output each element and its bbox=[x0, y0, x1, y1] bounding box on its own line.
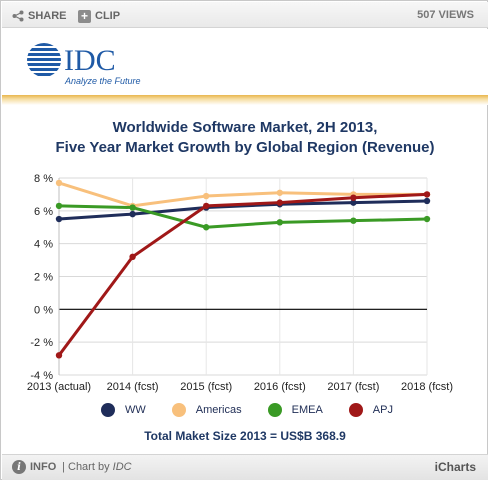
legend-label: APJ bbox=[372, 404, 393, 416]
legend-marker bbox=[101, 403, 115, 417]
legend-item-americas[interactable]: Americas bbox=[171, 403, 242, 417]
series-line-americas[interactable] bbox=[57, 181, 429, 208]
series-line-ww[interactable] bbox=[57, 199, 429, 221]
chart-subtitle: Five Year Market Growth by Global Region… bbox=[55, 139, 435, 156]
logo-wordmark: IDC bbox=[64, 44, 116, 77]
clip-button[interactable]: + CLIP bbox=[78, 8, 120, 24]
x-tick-label: 2014 (fcst) bbox=[107, 381, 159, 393]
y-tick-label: -2 % bbox=[30, 337, 53, 349]
info-icon: i bbox=[12, 460, 26, 474]
data-point-emea[interactable] bbox=[129, 204, 136, 211]
header-divider bbox=[2, 95, 488, 105]
data-point-emea[interactable] bbox=[55, 202, 63, 210]
x-tick-label: 2015 (fcst) bbox=[180, 381, 232, 393]
info-button[interactable]: i INFO bbox=[12, 460, 56, 474]
data-point-americas[interactable] bbox=[55, 179, 63, 187]
y-tick-label: 2 % bbox=[34, 272, 53, 284]
axis-layer bbox=[58, 178, 427, 375]
label-layer: -4 % -2 % 0 % 2 % 4 % 6 % 8 % 2013 (actual) 2014… bbox=[27, 173, 453, 393]
data-point-apj[interactable] bbox=[55, 352, 63, 359]
logo-tagline: Analyze the Future bbox=[64, 76, 141, 86]
share-icon bbox=[12, 10, 24, 22]
legend-item-emea[interactable]: EMEA bbox=[267, 403, 323, 417]
series-layer bbox=[55, 179, 431, 359]
data-point-ww[interactable] bbox=[350, 199, 357, 206]
data-point-ww[interactable] bbox=[55, 215, 63, 223]
series-line-emea[interactable] bbox=[57, 204, 429, 229]
legend-marker bbox=[171, 403, 186, 417]
legend-marker bbox=[348, 403, 363, 417]
share-label: SHARE bbox=[28, 10, 67, 22]
share-button[interactable]: SHARE bbox=[12, 8, 67, 24]
clip-label: CLIP bbox=[95, 10, 121, 22]
legend-item-apj[interactable]: APJ bbox=[348, 403, 393, 417]
y-tick-label: 8 % bbox=[34, 173, 53, 185]
line-chart: -4 % -2 % 0 % 2 % 4 % 6 % 8 % 2013 (actual) 2014… bbox=[27, 173, 453, 393]
chart-by: Chart by IDC bbox=[68, 461, 132, 473]
data-point-apj[interactable] bbox=[129, 253, 136, 260]
legend: WW Americas EMEA APJ bbox=[101, 403, 419, 417]
data-point-emea[interactable] bbox=[350, 217, 357, 224]
data-point-apj[interactable] bbox=[350, 194, 357, 201]
footer: i INFO | Chart by IDC iCharts bbox=[2, 454, 488, 480]
data-point-apj[interactable] bbox=[276, 199, 283, 206]
legend-label: Americas bbox=[195, 404, 242, 416]
plus-icon: + bbox=[78, 9, 91, 23]
y-tick-label: -4 % bbox=[30, 370, 53, 382]
legend-marker bbox=[267, 403, 282, 417]
data-point-emea[interactable] bbox=[203, 224, 210, 231]
idc-logo: IDC Analyze the Future bbox=[27, 43, 141, 86]
x-tick-label: 2017 (fcst) bbox=[327, 381, 379, 393]
chart-title: Worldwide Software Market, 2H 2013, bbox=[112, 119, 378, 136]
globe-icon bbox=[27, 43, 61, 76]
legend-label: WW bbox=[125, 404, 146, 416]
data-point-americas[interactable] bbox=[203, 192, 210, 200]
legend-label: EMEA bbox=[291, 404, 323, 416]
data-point-emea[interactable] bbox=[423, 215, 431, 223]
legend-item-ww[interactable]: WW bbox=[101, 403, 146, 417]
y-tick-label: 6 % bbox=[34, 206, 53, 218]
view-count: 507 VIEWS bbox=[417, 9, 474, 21]
logo-band: IDC Analyze the Future bbox=[2, 29, 488, 95]
info-label: INFO bbox=[30, 461, 57, 473]
x-tick-label: 2016 (fcst) bbox=[254, 381, 306, 393]
data-point-americas[interactable] bbox=[276, 189, 283, 196]
grid-layer bbox=[58, 177, 428, 376]
toolbar: SHARE + CLIP 507 VIEWS bbox=[2, 2, 488, 28]
y-tick-label: 0 % bbox=[34, 304, 53, 316]
y-tick-label: 4 % bbox=[34, 239, 53, 251]
x-tick-label: 2018 (fcst) bbox=[401, 381, 453, 393]
icharts-link[interactable]: iCharts bbox=[434, 460, 476, 474]
data-point-ww[interactable] bbox=[129, 210, 136, 218]
chart-by-name[interactable]: IDC bbox=[112, 461, 132, 473]
x-tick-label: 2013 (actual) bbox=[27, 381, 91, 393]
data-point-apj[interactable] bbox=[203, 202, 210, 210]
total-market-size: Total Maket Size 2013 = US$B 368.9 bbox=[144, 429, 346, 443]
data-point-emea[interactable] bbox=[276, 219, 283, 226]
footer-separator: | bbox=[62, 461, 65, 473]
series-line-apj[interactable] bbox=[57, 192, 429, 357]
data-point-ww[interactable] bbox=[423, 197, 431, 205]
chart-by-prefix: Chart by bbox=[68, 461, 113, 473]
data-point-apj[interactable] bbox=[423, 191, 431, 198]
